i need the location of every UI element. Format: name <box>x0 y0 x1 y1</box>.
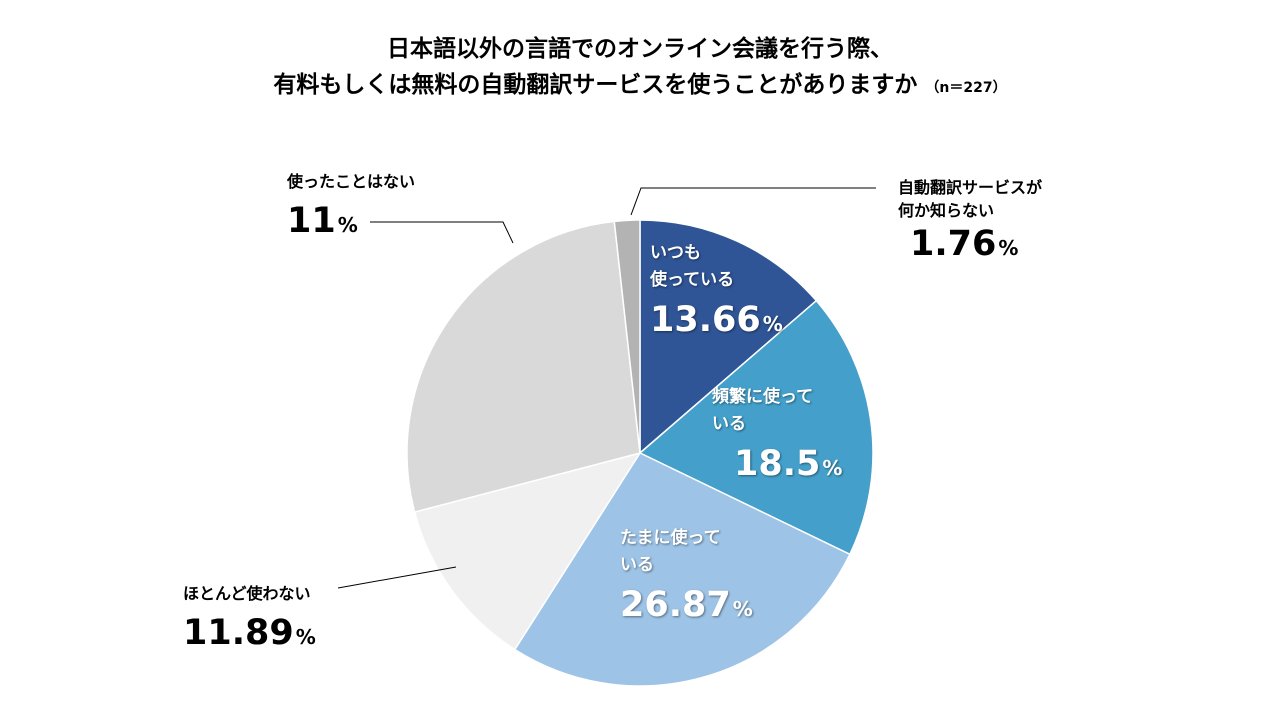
label-rarely-sign: % <box>295 625 316 649</box>
label-sometimes-sign: % <box>732 597 753 621</box>
label-always-value: 13.66 <box>650 300 761 340</box>
label-rarely-text: ほとんど使わない <box>183 584 311 603</box>
label-never-value: 11 <box>287 201 336 241</box>
label-unknown-sign: % <box>998 236 1019 260</box>
label-unknown: 自動翻訳サービスが 何か知らない 1.76% <box>898 176 1042 264</box>
chart-title-line-2: 有料もしくは無料の自動翻訳サービスを使うことがありますか （n＝227） <box>0 70 1280 103</box>
label-often: 頻繁に使って いる 18.5% <box>712 384 842 484</box>
leader-lines <box>337 187 876 589</box>
label-sometimes-text-2: いる <box>620 555 654 575</box>
label-sometimes: たまに使って いる 26.87% <box>620 525 753 625</box>
sample-size-note: （n＝227） <box>925 80 1007 96</box>
label-never-sign: % <box>337 213 358 237</box>
label-rarely: ほとんど使わない 11.89% <box>183 582 316 653</box>
leader-line-unknown <box>630 187 876 216</box>
label-sometimes-text-1: たまに使って <box>620 528 721 548</box>
label-never-text: 使ったことはない <box>287 172 416 191</box>
slice-always <box>639 219 818 455</box>
leader-line-rarely <box>337 566 457 589</box>
label-often-text-2: いる <box>712 414 746 434</box>
label-often-value: 18.5 <box>734 444 821 484</box>
label-always: いつも 使っている 13.66% <box>650 240 783 340</box>
label-always-text-2: 使っている <box>650 270 735 290</box>
label-never: 使ったことはない 11% <box>287 170 415 241</box>
label-unknown-text-2: 何か知らない <box>898 201 995 220</box>
chart-title-line-1: 日本語以外の言語でのオンライン会議を行う際、 <box>387 36 893 62</box>
leader-line-never <box>370 221 514 244</box>
slice-rarely <box>413 451 642 651</box>
label-often-sign: % <box>822 456 843 480</box>
label-unknown-text-1: 自動翻訳サービスが <box>898 178 1043 197</box>
label-always-sign: % <box>762 312 783 336</box>
label-rarely-value: 11.89 <box>183 613 294 653</box>
label-always-text-1: いつも <box>650 243 701 263</box>
chart-title-text: 有料もしくは無料の自動翻訳サービスを使うことがありますか <box>273 72 918 98</box>
slice-unknown <box>613 219 641 454</box>
pie-slices <box>406 219 874 687</box>
label-unknown-value: 1.76 <box>910 224 997 264</box>
label-often-text-1: 頻繁に使って <box>712 387 814 407</box>
slice-never <box>406 220 641 513</box>
slice-often <box>638 299 874 556</box>
slice-sometimes <box>513 452 851 687</box>
label-sometimes-value: 26.87 <box>620 585 731 625</box>
